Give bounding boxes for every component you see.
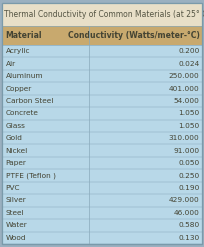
Text: 250.000: 250.000 — [169, 73, 200, 79]
Text: 1.050: 1.050 — [178, 123, 200, 129]
Bar — [2, 26, 202, 45]
Text: Water: Water — [6, 222, 27, 228]
Text: Aluminum: Aluminum — [6, 73, 43, 79]
Text: 46.000: 46.000 — [174, 210, 200, 216]
Text: Nickel: Nickel — [6, 148, 28, 154]
Text: 0.024: 0.024 — [178, 61, 200, 67]
Text: PTFE (Teflon ): PTFE (Teflon ) — [6, 172, 55, 179]
Text: 1.050: 1.050 — [178, 110, 200, 116]
Text: 310.000: 310.000 — [169, 135, 200, 141]
Text: PVC: PVC — [6, 185, 20, 191]
Text: Acrylic: Acrylic — [6, 48, 30, 54]
Text: 401.000: 401.000 — [169, 85, 200, 91]
Text: 0.200: 0.200 — [178, 48, 200, 54]
Text: 0.050: 0.050 — [178, 160, 200, 166]
Text: Material: Material — [6, 31, 42, 40]
Bar — [2, 26, 202, 244]
Text: Conductivity (Watts/meter-°C): Conductivity (Watts/meter-°C) — [68, 31, 200, 40]
Text: Thermal Conductivity of Common Materials (at 25° C): Thermal Conductivity of Common Materials… — [4, 10, 204, 19]
Text: 0.580: 0.580 — [178, 222, 200, 228]
Text: 0.250: 0.250 — [178, 173, 200, 179]
Text: Air: Air — [6, 61, 16, 67]
Bar — [2, 3, 202, 26]
Text: Carbon Steel: Carbon Steel — [6, 98, 53, 104]
Text: 429.000: 429.000 — [169, 198, 200, 204]
Text: Concrete: Concrete — [6, 110, 38, 116]
Text: Copper: Copper — [6, 85, 32, 91]
Text: Wood: Wood — [6, 235, 26, 241]
Text: Silver: Silver — [6, 198, 26, 204]
Text: Gold: Gold — [6, 135, 22, 141]
Text: 0.130: 0.130 — [178, 235, 200, 241]
Text: Glass: Glass — [6, 123, 25, 129]
Text: 54.000: 54.000 — [174, 98, 200, 104]
Text: Paper: Paper — [6, 160, 26, 166]
Text: Steel: Steel — [6, 210, 24, 216]
Text: 0.190: 0.190 — [178, 185, 200, 191]
Text: 91.000: 91.000 — [173, 148, 200, 154]
